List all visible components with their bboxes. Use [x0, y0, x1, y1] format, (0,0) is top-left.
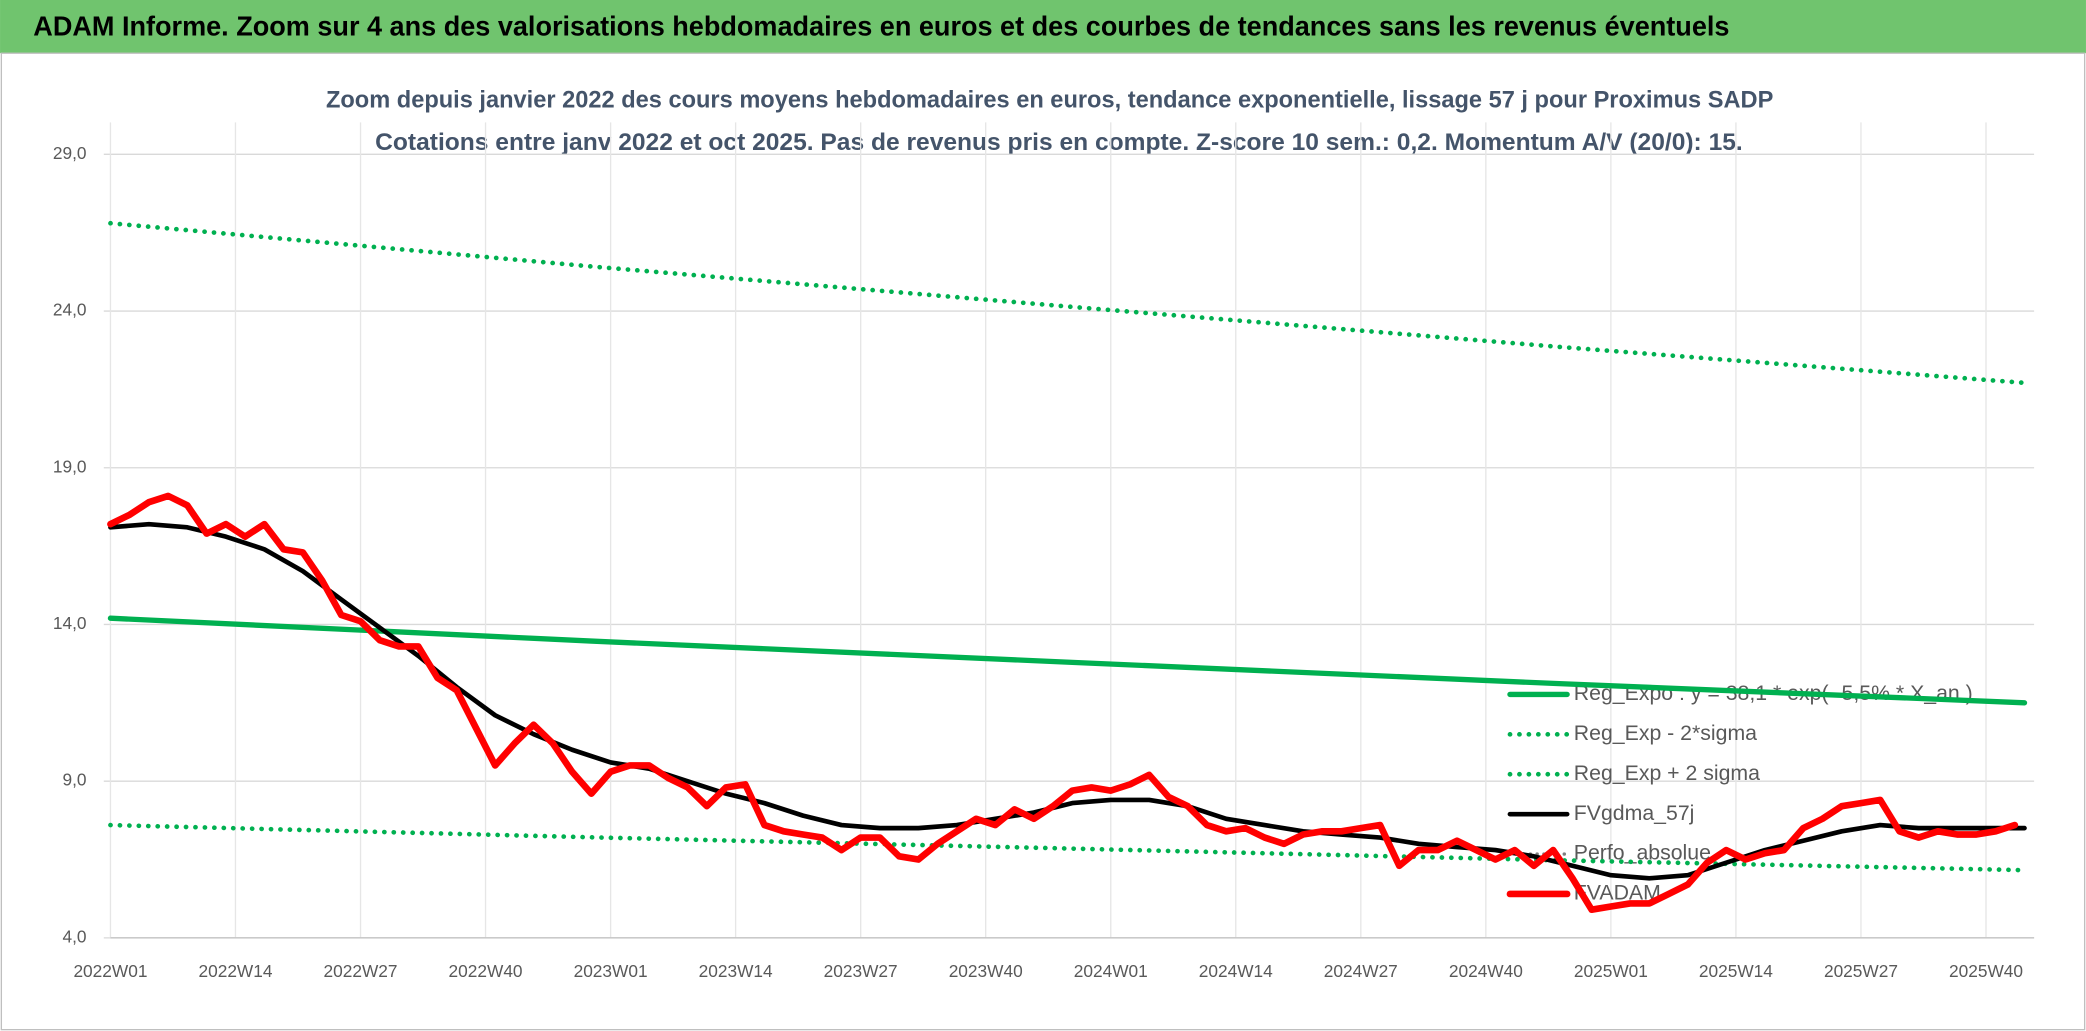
x-tick-label: 2022W40 [449, 961, 523, 981]
x-tick-label: 2025W40 [1949, 961, 2023, 981]
x-tick-label: 2025W14 [1699, 961, 1773, 981]
x-tick-label: 2025W27 [1824, 961, 1898, 981]
x-tick-label: 2022W27 [324, 961, 398, 981]
y-tick-label: 4,0 [62, 926, 86, 946]
x-tick-label: 2024W27 [1324, 961, 1398, 981]
x-tick-label: 2024W40 [1449, 961, 1523, 981]
legend-label: Reg_Exp - 2*sigma [1574, 721, 1757, 745]
banner [0, 0, 2086, 54]
x-tick-label: 2022W01 [73, 961, 147, 981]
y-tick-label: 19,0 [53, 456, 87, 476]
series-line [107, 492, 2019, 914]
y-tick-label: 29,0 [53, 143, 87, 163]
x-tick-label: 2024W14 [1199, 961, 1273, 981]
legend-label: Perfo_absolue [1574, 841, 1711, 865]
x-tick-label: 2023W40 [949, 961, 1023, 981]
legend-label: FVgdma_57j [1574, 801, 1695, 825]
series-line [108, 220, 2027, 386]
x-tick-label: 2023W14 [699, 961, 773, 981]
y-tick-label: 9,0 [62, 770, 86, 790]
chart-subtitle: Cotations entre janv 2022 et oct 2025. P… [375, 129, 1743, 156]
x-tick-label: 2024W01 [1074, 961, 1148, 981]
banner-title: ADAM Informe. Zoom sur 4 ans des valoris… [33, 10, 1729, 41]
series-line [108, 822, 2027, 873]
series-line [107, 615, 2028, 706]
x-tick-label: 2022W14 [198, 961, 272, 981]
x-tick-label: 2023W27 [824, 961, 898, 981]
legend-label: Reg_Exp + 2 sigma [1574, 761, 1760, 785]
x-tick-label: 2025W01 [1574, 961, 1648, 981]
x-tick-label: 2023W01 [574, 961, 648, 981]
y-tick-label: 14,0 [53, 613, 87, 633]
y-tick-label: 24,0 [53, 300, 87, 320]
chart-title: Zoom depuis janvier 2022 des cours moyen… [326, 86, 1773, 113]
frame [0, 52, 2086, 1031]
